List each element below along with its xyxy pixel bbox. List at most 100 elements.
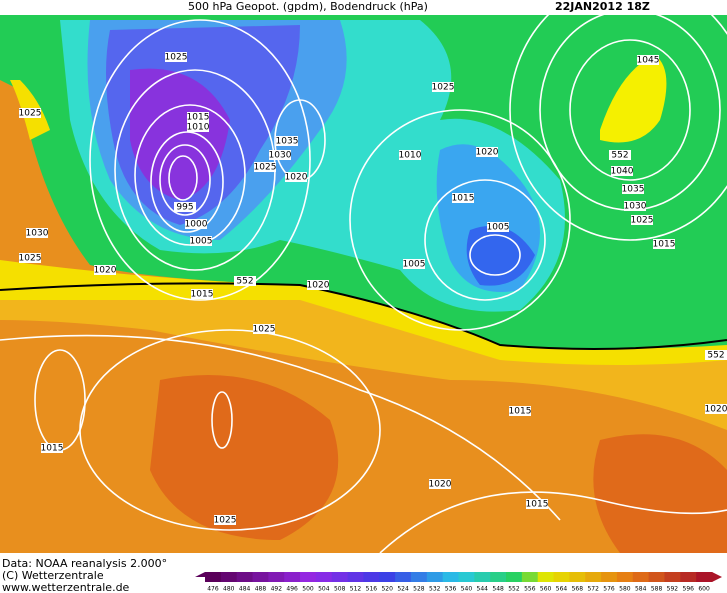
label-bg — [487, 222, 509, 232]
isobar-label: 1005 — [487, 223, 510, 233]
colorbar-label: 588 — [651, 586, 663, 593]
colorbar-cell — [474, 572, 491, 582]
colorbar-label: 556 — [524, 586, 536, 593]
colorbar-cell — [410, 572, 428, 582]
colorbar-end — [195, 572, 205, 582]
colorbar-label: 504 — [318, 586, 330, 593]
label-bg — [705, 350, 727, 360]
colorbar-cell — [236, 572, 254, 582]
label-bg — [94, 265, 116, 275]
colorbar-label: 576 — [603, 586, 615, 593]
colorbar-label: 564 — [556, 586, 568, 593]
field-darkorange — [150, 375, 339, 540]
colorbar-cell — [205, 572, 222, 582]
field-lightorange — [0, 290, 727, 430]
label-bg — [611, 166, 633, 176]
colorbar-label: 496 — [286, 586, 298, 593]
colorbar-cell — [426, 572, 444, 582]
isobar-label: 1015 — [526, 500, 549, 510]
colorbar-end — [712, 572, 722, 582]
isobar-label: 995 — [176, 203, 193, 213]
isobar-label: 1005 — [190, 237, 213, 247]
colorbar-cell — [601, 572, 618, 582]
label-bg — [174, 202, 196, 212]
isobar-label: 1015 — [187, 113, 210, 123]
label-bg — [187, 112, 209, 122]
isobar-label: 1010 — [399, 151, 422, 161]
label-bg — [653, 239, 675, 249]
colorbar-label: 544 — [477, 586, 489, 593]
colorbar-cell — [648, 572, 665, 582]
credit-line: Data: NOAA reanalysis 2.000° — [2, 557, 167, 570]
isobar-label: 1025 — [254, 163, 277, 173]
colorbar-cell — [458, 572, 475, 582]
isobar-label: 1035 — [622, 185, 645, 195]
colorbar-label: 488 — [255, 586, 267, 593]
isobar-label: 1020 — [307, 281, 330, 291]
colorbar-cell — [300, 572, 317, 582]
date: 22JAN2012 18Z — [555, 0, 650, 13]
colorbar-cell — [537, 572, 555, 582]
colorbar-cell — [379, 572, 396, 582]
label-bg — [429, 479, 451, 489]
isobar-label: 1000 — [185, 220, 208, 230]
label-bg — [187, 122, 209, 132]
colorbar-label: 580 — [619, 586, 631, 593]
label-bg — [41, 443, 63, 453]
isobar-label: 1015 — [509, 407, 532, 417]
isobar-label: 1025 — [253, 325, 276, 335]
isobar-label: 1030 — [269, 151, 292, 161]
label-bg — [191, 289, 213, 299]
isobar-label: 552 — [236, 277, 253, 287]
colorbar-label: 524 — [397, 586, 409, 593]
label-bg — [253, 324, 275, 334]
isobars — [0, 15, 727, 553]
colorbar-cell — [680, 572, 697, 582]
colorbar-cell — [315, 572, 333, 582]
label-bg — [26, 228, 48, 238]
label-bg — [609, 150, 631, 160]
colorbar-label: 476 — [207, 586, 219, 593]
credit-line: (C) Wetterzentrale — [2, 569, 104, 582]
label-bg — [185, 219, 207, 229]
isobar-label: 1025 — [165, 53, 188, 63]
colorbar-cell — [252, 572, 269, 582]
colorbar-label: 552 — [508, 586, 520, 593]
colorbar-label: 528 — [413, 586, 425, 593]
colorbar-label: 512 — [350, 586, 362, 593]
isobar-label: 1025 — [19, 109, 42, 119]
isobar-label: 1025 — [631, 216, 654, 226]
colorbar-label: 560 — [540, 586, 552, 593]
colorbar-label: 572 — [587, 586, 599, 593]
field-darkblue-east — [466, 225, 535, 286]
label-bg — [234, 276, 256, 286]
colorbar: 476 480 484 488 492 496 500 504 508 512 516 520 524 5… — [195, 572, 722, 593]
colorbar-label: 492 — [271, 586, 283, 593]
colorbar-cell — [569, 572, 586, 582]
label-bg — [452, 193, 474, 203]
colorbar-label: 484 — [239, 586, 251, 593]
label-bg — [269, 150, 291, 160]
colorbar-label: 540 — [461, 586, 473, 593]
label-bg — [631, 215, 653, 225]
isobar-label: 1040 — [611, 167, 634, 177]
label-bg — [285, 172, 307, 182]
colorbar-cell — [363, 572, 380, 582]
colorbar-label: 548 — [492, 586, 504, 593]
isobar-label: 1020 — [476, 148, 499, 158]
colorbar-cell — [664, 572, 681, 582]
colorbar-label: 592 — [667, 586, 679, 593]
label-bg — [509, 406, 531, 416]
isobar-label: 1010 — [187, 123, 210, 133]
contour-552 — [0, 282, 727, 350]
isobar-label: 1035 — [276, 137, 299, 147]
colorbar-label: 596 — [683, 586, 695, 593]
isobar-label: 1025 — [432, 83, 455, 93]
label-bg — [190, 236, 212, 246]
isobar-label: 1025 — [19, 254, 42, 264]
colorbar-cell — [521, 572, 539, 582]
colorbar-cell — [616, 572, 634, 582]
